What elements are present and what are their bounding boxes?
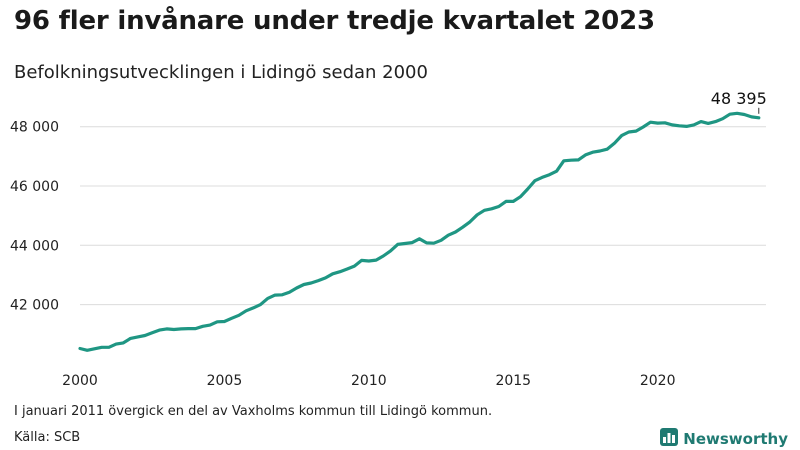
y-tick-label: 46 000 — [10, 179, 59, 195]
chart-subtitle: Befolkningsutvecklingen i Lidingö sedan … — [14, 62, 428, 83]
y-tick-label: 44 000 — [10, 238, 59, 254]
brand-name: Newsworthy — [683, 430, 788, 448]
population-line — [78, 111, 761, 352]
x-tick-label: 2005 — [207, 373, 243, 389]
x-tick-label: 2015 — [495, 373, 531, 389]
x-tick-label: 2000 — [62, 373, 98, 389]
x-axis-ticks: 2000 2005 2010 2015 2020 — [62, 373, 675, 389]
gridlines — [80, 126, 766, 306]
source-note: Källa: SCB — [14, 430, 81, 445]
brand-logo: Newsworthy — [660, 428, 788, 450]
y-tick-label: 48 000 — [10, 120, 59, 136]
chart-title: 96 fler invånare under tredje kvartalet … — [14, 6, 655, 36]
y-tick-label: 42 000 — [10, 298, 59, 314]
x-tick-label: 2010 — [351, 373, 387, 389]
bar-chart-logo-icon — [660, 428, 679, 450]
y-axis-ticks: 42 000 44 000 46 000 48 000 — [10, 120, 59, 314]
end-value-label: 48 395 — [711, 89, 767, 108]
x-tick-label: 2020 — [640, 373, 676, 389]
footnote: I januari 2011 övergick en del av Vaxhol… — [14, 404, 493, 419]
